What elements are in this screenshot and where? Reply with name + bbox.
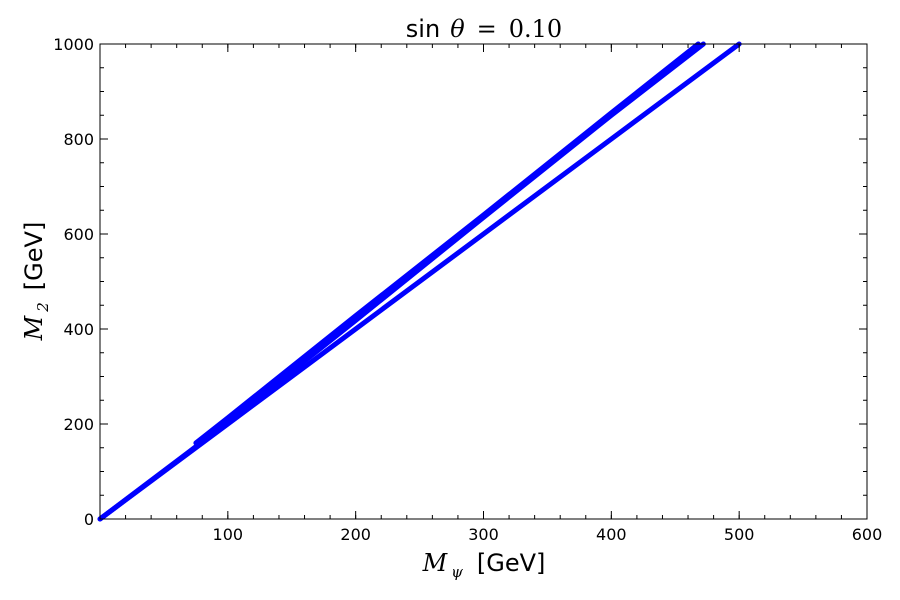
chart-title: sin θ = 0.10 — [406, 15, 562, 43]
series-line-3 — [97, 41, 742, 522]
x-axis-subscript: ψ — [451, 563, 463, 581]
plot-area — [100, 44, 867, 519]
y-tick-label-1000: 1000 — [53, 35, 94, 54]
title-symbol: θ — [450, 15, 465, 43]
y-tick-label-600: 600 — [63, 225, 94, 244]
x-tick-label-300: 300 — [468, 525, 499, 544]
y-axis-unit: [GeV] — [20, 222, 48, 291]
tick-layer: 100 200 300 400 500 600 0 200 400 600 800 1000 — [53, 35, 882, 544]
title-prefix: sin — [406, 15, 440, 43]
x-tick-label-100: 100 — [213, 525, 244, 544]
x-axis-symbol: M — [422, 549, 449, 577]
x-tick-label-600: 600 — [852, 525, 883, 544]
series-layer — [97, 41, 742, 522]
title-value: 0.10 — [509, 15, 562, 43]
plot-frame — [99, 43, 868, 520]
x-tick-label-500: 500 — [724, 525, 755, 544]
series-line-2 — [193, 41, 701, 446]
y-axis-label: M 2 [GeV] — [20, 222, 52, 342]
title-operator: = — [477, 15, 497, 43]
y-axis-subscript: 2 — [34, 302, 52, 313]
x-axis-label: M ψ [GeV] — [422, 549, 546, 581]
y-tick-label-800: 800 — [63, 130, 94, 149]
y-tick-label-0: 0 — [84, 510, 94, 529]
x-tick-label-400: 400 — [596, 525, 627, 544]
x-axis-unit: [GeV] — [477, 549, 546, 577]
y-tick-label-200: 200 — [63, 415, 94, 434]
x-tick-label-200: 200 — [340, 525, 371, 544]
y-tick-label-400: 400 — [63, 320, 94, 339]
y-axis-symbol: M — [20, 314, 48, 341]
